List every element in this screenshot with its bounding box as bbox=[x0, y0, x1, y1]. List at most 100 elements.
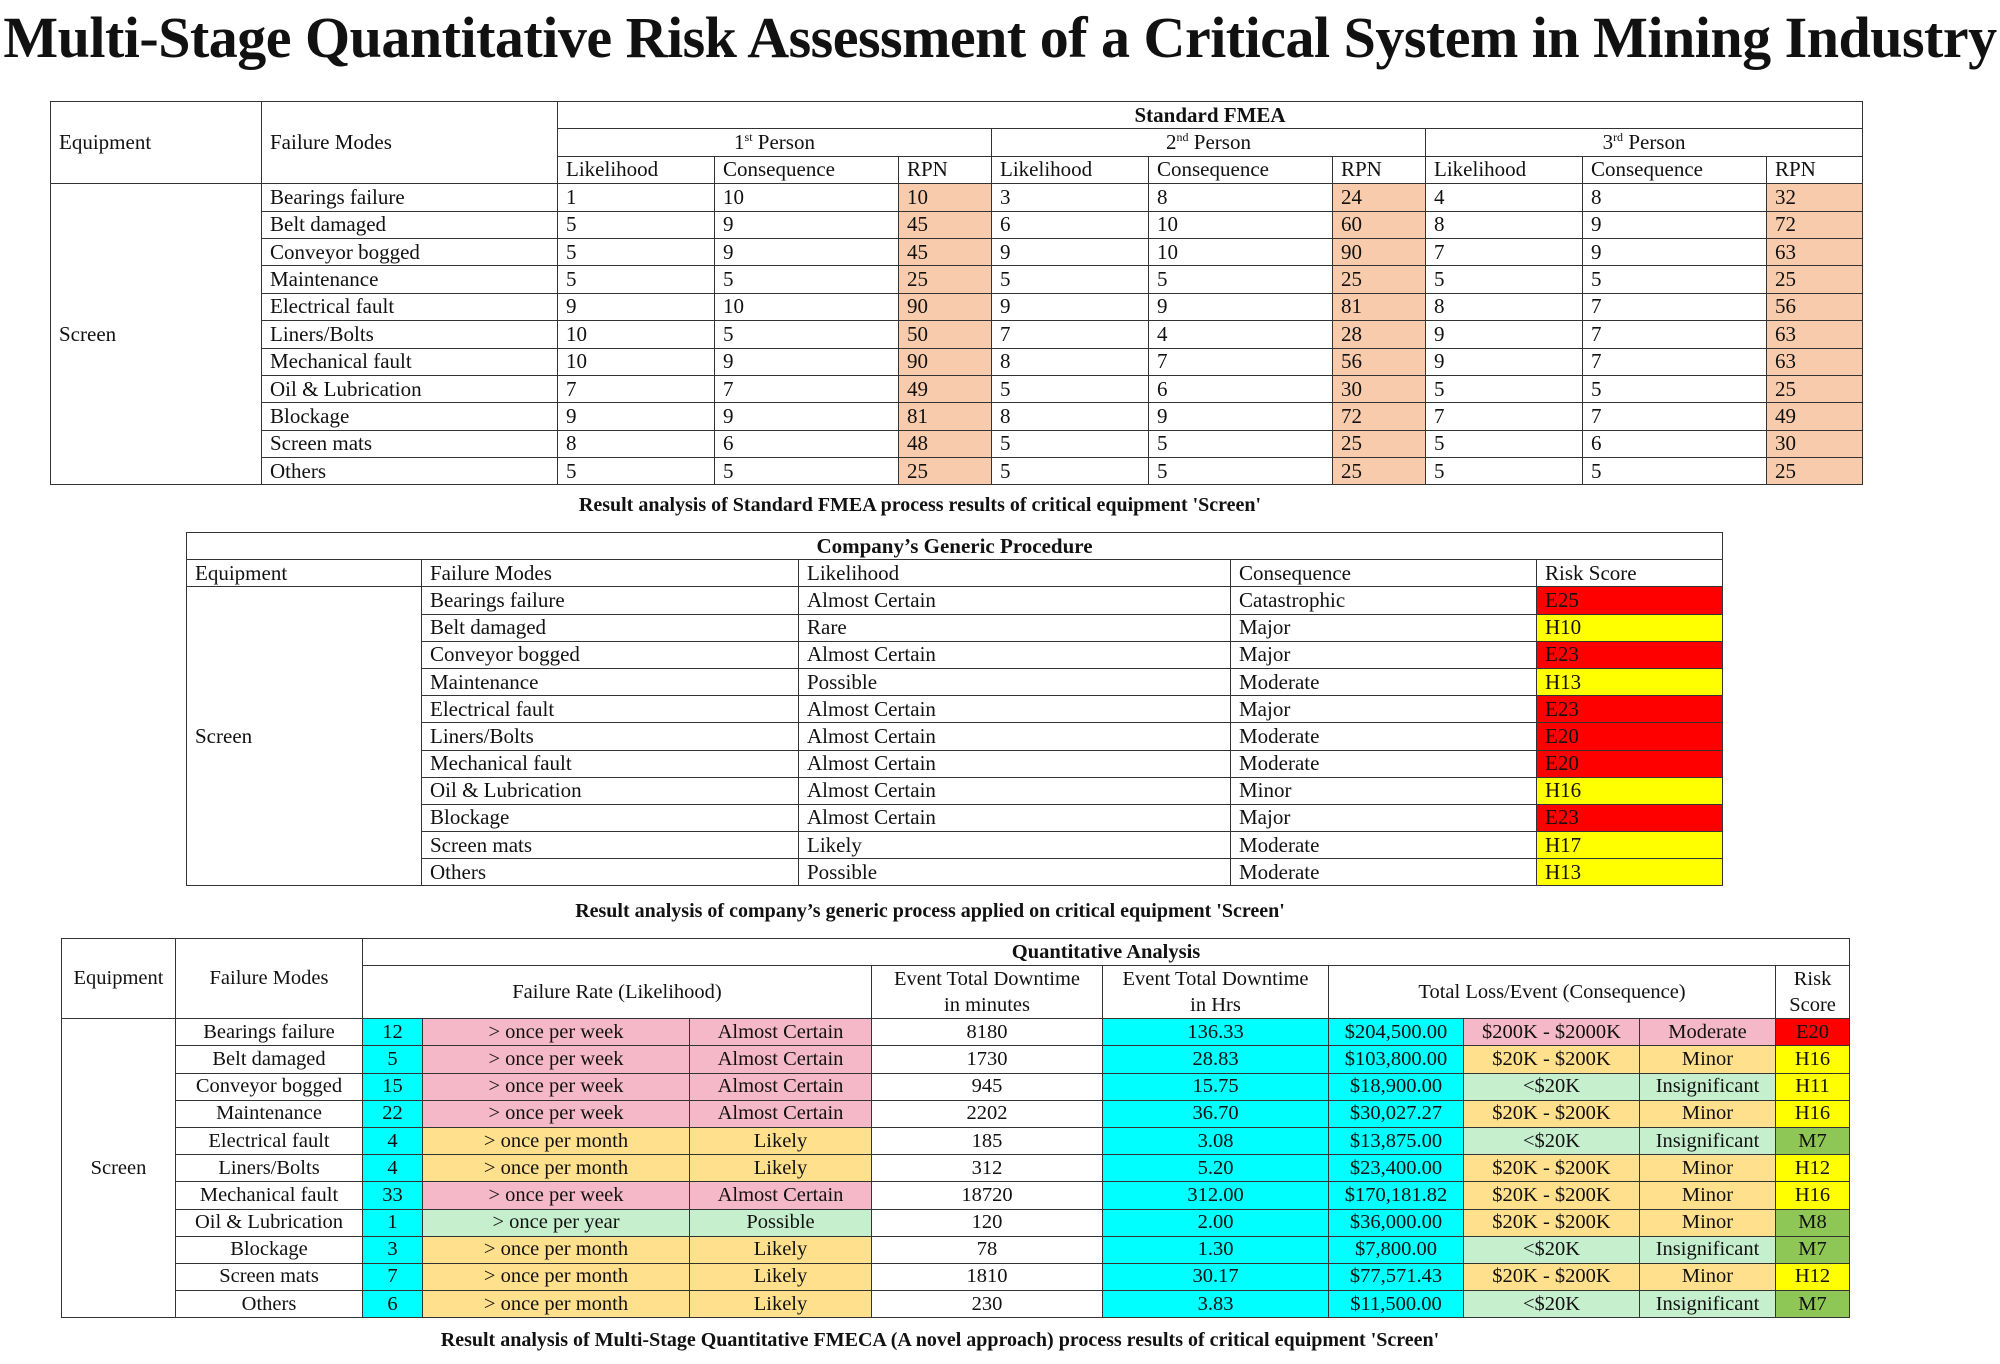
rpn-cell: 30 bbox=[1765, 429, 1864, 459]
downtime-hours-cell: 136.33 bbox=[1102, 1018, 1329, 1047]
rpn-cell: 72 bbox=[1332, 402, 1426, 431]
frequency-cell: > once per week bbox=[422, 1018, 690, 1047]
value-cell: 7 bbox=[557, 374, 715, 404]
value-cell: 5 bbox=[1582, 374, 1767, 404]
consequence-cell: Insignificant bbox=[1639, 1126, 1776, 1156]
risk-score-cell: E20 bbox=[1535, 722, 1724, 751]
likelihood-cell: Rare bbox=[798, 613, 1231, 642]
rpn-cell: 50 bbox=[898, 320, 992, 349]
rpn-cell: 25 bbox=[898, 457, 992, 486]
failure-mode-cell: Liners/Bolts bbox=[261, 320, 558, 349]
frequency-cell: > once per year bbox=[422, 1208, 690, 1237]
table-row: Blockage Almost Certain Major E23 bbox=[187, 803, 1724, 833]
rpn-cell: 25 bbox=[1332, 429, 1426, 459]
value-cell: 5 bbox=[991, 429, 1149, 459]
table-row: Belt damaged 5 9 45 6 10 60 8 9 72 bbox=[51, 210, 1864, 239]
risk-score-cell: H16 bbox=[1774, 1181, 1851, 1210]
table-row: Screen mats Likely Moderate H17 bbox=[187, 831, 1724, 860]
loss-band-cell: <$20K bbox=[1463, 1126, 1640, 1156]
value-cell: 9 bbox=[1425, 320, 1583, 349]
table-row: Electrical fault Almost Certain Major E23 bbox=[187, 695, 1724, 724]
failure-mode-cell: Electrical fault bbox=[261, 292, 558, 322]
risk-score-cell: H17 bbox=[1535, 831, 1724, 860]
consequence-cell: Minor bbox=[1639, 1099, 1776, 1128]
value-cell: 7 bbox=[1582, 292, 1767, 322]
failure-mode-cell: Mechanical fault bbox=[175, 1181, 363, 1210]
value-cell: 5 bbox=[1425, 374, 1583, 404]
failure-mode-cell: Blockage bbox=[261, 402, 558, 431]
failure-mode-cell: Blockage bbox=[175, 1235, 363, 1264]
failure-mode-cell: Oil & Lubrication bbox=[421, 776, 799, 805]
value-cell: 5 bbox=[557, 210, 715, 239]
table-row: Mechanical fault 10 9 90 8 7 56 9 7 63 bbox=[51, 347, 1864, 376]
rpn-cell: 32 bbox=[1765, 183, 1864, 212]
generic-col-header: Likelihood bbox=[798, 559, 1231, 588]
value-cell: 5 bbox=[714, 457, 899, 486]
value-cell: 8 bbox=[991, 402, 1149, 431]
failure-mode-cell: Maintenance bbox=[261, 265, 558, 294]
total-loss-cell: $170,181.82 bbox=[1328, 1181, 1464, 1210]
loss-band-cell: <$20K bbox=[1463, 1072, 1640, 1101]
loss-band-cell: $20K - $200K bbox=[1463, 1181, 1640, 1210]
rpn-cell: 90 bbox=[898, 347, 992, 376]
likelihood-cell: Almost Certain bbox=[798, 586, 1231, 615]
failure-mode-cell: Liners/Bolts bbox=[175, 1154, 363, 1183]
rpn-cell: 63 bbox=[1765, 237, 1864, 267]
rpn-cell: 48 bbox=[898, 429, 992, 459]
failure-mode-cell: Oil & Lubrication bbox=[261, 374, 558, 404]
failure-mode-cell: Screen mats bbox=[421, 831, 799, 860]
value-cell: 7 bbox=[714, 374, 899, 404]
loss-band-cell: $20K - $200K bbox=[1463, 1262, 1640, 1292]
consequence-cell: Major bbox=[1230, 613, 1537, 642]
risk-score-cell: H12 bbox=[1774, 1262, 1851, 1292]
total-loss-cell: $18,900.00 bbox=[1328, 1072, 1464, 1101]
rpn-cell: 49 bbox=[1765, 402, 1864, 431]
value-cell: 9 bbox=[991, 237, 1149, 267]
total-loss-cell: $103,800.00 bbox=[1328, 1045, 1464, 1074]
failure-rate-cell: 22 bbox=[362, 1099, 423, 1128]
failure-rate-header: Failure Rate (Likelihood) bbox=[362, 965, 872, 1020]
value-cell: 10 bbox=[714, 183, 899, 212]
downtime-minutes-cell: 945 bbox=[871, 1072, 1103, 1101]
table-row: Others 6 > once per month Likely 230 3.83 $11,… bbox=[62, 1290, 1851, 1319]
likelihood-cell: Almost Certain bbox=[689, 1181, 872, 1210]
total-loss-cell: $13,875.00 bbox=[1328, 1126, 1464, 1156]
failure-mode-cell: Screen mats bbox=[175, 1262, 363, 1292]
rpn-cell: 25 bbox=[898, 265, 992, 294]
value-cell: 5 bbox=[1425, 265, 1583, 294]
failure-rate-cell: 4 bbox=[362, 1154, 423, 1183]
failure-mode-cell: Blockage bbox=[421, 803, 799, 833]
failure-mode-cell: Mechanical fault bbox=[261, 347, 558, 376]
value-cell: 6 bbox=[991, 210, 1149, 239]
frequency-cell: > once per week bbox=[422, 1072, 690, 1101]
risk-score-cell: H12 bbox=[1774, 1154, 1851, 1183]
table-row: Screen Bearings failure Almost Certain Cata… bbox=[186, 586, 1724, 887]
value-cell: 5 bbox=[557, 265, 715, 294]
downtime-hours-header: Event Total Downtime in Hrs bbox=[1102, 965, 1329, 1020]
table-row: Liners/Bolts Almost Certain Moderate E20 bbox=[187, 722, 1724, 751]
failure-mode-cell: Screen mats bbox=[261, 429, 558, 459]
value-cell: 8 bbox=[1425, 210, 1583, 239]
total-loss-cell: $11,500.00 bbox=[1328, 1290, 1464, 1319]
consequence-cell: Major bbox=[1230, 695, 1537, 724]
generic-col-header: Consequence bbox=[1230, 559, 1537, 588]
downtime-minutes-cell: 312 bbox=[871, 1154, 1103, 1183]
likelihood-cell: Almost Certain bbox=[798, 803, 1231, 833]
consequence-cell: Major bbox=[1230, 640, 1537, 669]
value-cell: 7 bbox=[1582, 402, 1767, 431]
likelihood-cell: Likely bbox=[689, 1290, 872, 1319]
rpn-cell: 45 bbox=[898, 210, 992, 239]
value-cell: 7 bbox=[1425, 237, 1583, 267]
failure-mode-cell: Maintenance bbox=[421, 667, 799, 697]
table-row: Oil & Lubrication 1 > once per year Possibl… bbox=[62, 1208, 1851, 1237]
rpn-cell: 25 bbox=[1765, 265, 1864, 294]
likelihood-cell: Possible bbox=[689, 1208, 872, 1237]
likelihood-cell: Likely bbox=[689, 1126, 872, 1156]
value-cell: 9 bbox=[557, 402, 715, 431]
value-cell: 3 bbox=[991, 183, 1149, 212]
downtime-minutes-cell: 1730 bbox=[871, 1045, 1103, 1074]
value-cell: 5 bbox=[1582, 265, 1767, 294]
failure-mode-cell: Belt damaged bbox=[421, 613, 799, 642]
rpn-cell: 81 bbox=[1332, 292, 1426, 322]
failure-mode-cell: Conveyor bogged bbox=[175, 1072, 363, 1101]
